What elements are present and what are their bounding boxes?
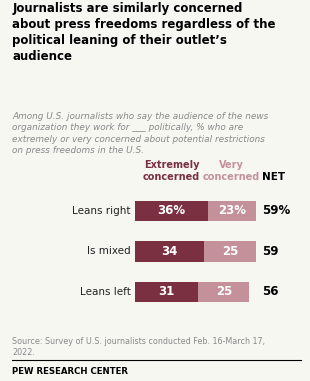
- Text: 34: 34: [162, 245, 178, 258]
- Text: Leans right: Leans right: [72, 206, 131, 216]
- Text: 25: 25: [222, 245, 238, 258]
- Bar: [135, 241, 204, 261]
- Bar: [135, 282, 198, 302]
- Bar: [198, 282, 249, 302]
- Bar: [209, 201, 255, 221]
- Bar: [135, 201, 209, 221]
- Text: Is mixed: Is mixed: [87, 247, 131, 256]
- Text: Leans left: Leans left: [80, 287, 131, 297]
- Bar: [204, 241, 255, 261]
- Text: Very
concerned: Very concerned: [202, 160, 259, 182]
- Text: 25: 25: [216, 285, 232, 298]
- Text: 59: 59: [262, 245, 278, 258]
- Text: Among U.S. journalists who say the audience of the news
organization they work f: Among U.S. journalists who say the audie…: [12, 112, 269, 155]
- Text: Extremely
concerned: Extremely concerned: [143, 160, 200, 182]
- Text: 59%: 59%: [262, 204, 290, 218]
- Text: 23%: 23%: [218, 204, 246, 218]
- Text: 31: 31: [158, 285, 175, 298]
- Text: Source: Survey of U.S. journalists conducted Feb. 16-March 17,
2022.: Source: Survey of U.S. journalists condu…: [12, 337, 265, 357]
- Text: NET: NET: [262, 172, 285, 182]
- Text: PEW RESEARCH CENTER: PEW RESEARCH CENTER: [12, 367, 128, 376]
- Text: 36%: 36%: [157, 204, 186, 218]
- Text: Journalists are similarly concerned
about press freedoms regardless of the
polit: Journalists are similarly concerned abou…: [12, 2, 276, 63]
- Text: 56: 56: [262, 285, 278, 298]
